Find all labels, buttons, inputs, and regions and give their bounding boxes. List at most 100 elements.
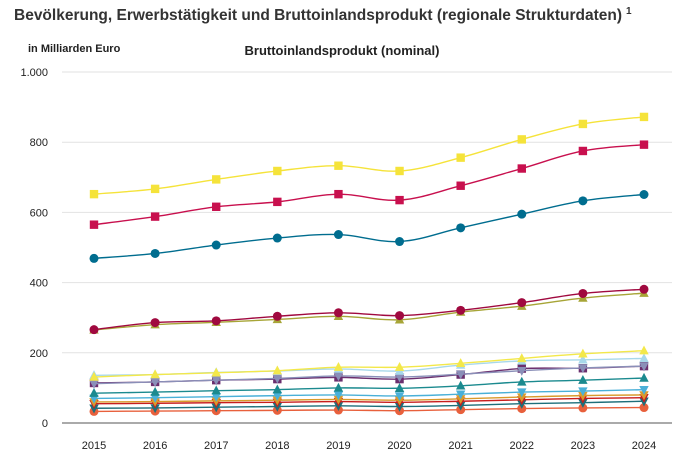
data-point bbox=[394, 392, 405, 402]
data-point bbox=[639, 353, 649, 363]
unit-label: in Milliarden Euro bbox=[28, 43, 121, 55]
data-point bbox=[211, 240, 221, 250]
title-text: Bevölkerung, Erwerbstätigkeit und Brutto… bbox=[14, 7, 623, 25]
data-point bbox=[89, 394, 99, 404]
data-point bbox=[578, 403, 588, 413]
data-point bbox=[639, 189, 649, 199]
data-point bbox=[333, 361, 344, 371]
data-point bbox=[89, 404, 99, 414]
data-point bbox=[334, 189, 343, 199]
data-point bbox=[639, 112, 649, 122]
x-tick-label: 2022 bbox=[510, 440, 534, 452]
series-line bbox=[93, 292, 645, 331]
data-point bbox=[395, 166, 404, 176]
x-tick-label: 2019 bbox=[326, 440, 350, 452]
data-point bbox=[333, 395, 344, 405]
data-point bbox=[150, 378, 160, 388]
data-point bbox=[150, 404, 160, 414]
series-line bbox=[93, 400, 645, 409]
data-point bbox=[89, 253, 99, 263]
series-line bbox=[93, 365, 645, 385]
x-tick-label: 2020 bbox=[387, 440, 411, 452]
data-point bbox=[89, 325, 99, 335]
data-point bbox=[578, 364, 588, 374]
data-point bbox=[89, 220, 99, 229]
data-point bbox=[212, 175, 221, 184]
data-point bbox=[639, 385, 649, 395]
y-tick-label: 400 bbox=[30, 278, 48, 290]
data-point bbox=[394, 383, 405, 392]
data-point bbox=[639, 284, 649, 294]
data-point bbox=[394, 361, 405, 371]
data-point bbox=[333, 372, 344, 382]
data-point bbox=[578, 196, 588, 206]
data-point bbox=[578, 387, 588, 397]
data-point bbox=[272, 311, 282, 321]
data-point bbox=[395, 195, 404, 205]
y-tick-label: 800 bbox=[30, 137, 48, 149]
data-point bbox=[455, 390, 466, 400]
x-tick-label: 2016 bbox=[143, 440, 167, 452]
y-tick-label: 600 bbox=[30, 207, 48, 219]
data-point bbox=[273, 166, 282, 176]
y-tick-label: 0 bbox=[42, 418, 48, 430]
data-point bbox=[639, 345, 649, 355]
data-point bbox=[578, 374, 588, 384]
data-point bbox=[517, 209, 527, 219]
data-point bbox=[578, 354, 588, 364]
data-point bbox=[455, 358, 466, 368]
data-point bbox=[211, 385, 221, 395]
footnote-marker: 1 bbox=[626, 6, 632, 17]
data-point bbox=[456, 305, 466, 315]
data-point bbox=[272, 384, 283, 394]
data-point bbox=[455, 370, 466, 380]
data-point bbox=[639, 140, 649, 149]
data-point bbox=[272, 233, 282, 243]
data-point bbox=[455, 395, 466, 404]
series-line bbox=[93, 388, 645, 400]
series-line bbox=[93, 377, 645, 394]
series-line bbox=[93, 349, 645, 378]
data-point bbox=[517, 393, 527, 403]
data-point bbox=[639, 391, 649, 401]
data-point bbox=[211, 316, 221, 326]
x-tick-label: 2021 bbox=[448, 440, 472, 452]
y-tick-label: 200 bbox=[30, 348, 48, 360]
page-title: Bevölkerung, Erwerbstätigkeit und Brutto… bbox=[14, 6, 632, 25]
data-point bbox=[334, 161, 343, 170]
series-line bbox=[93, 116, 645, 195]
data-point bbox=[333, 308, 343, 318]
data-point bbox=[212, 202, 221, 211]
data-point bbox=[150, 212, 160, 221]
data-point bbox=[517, 367, 527, 376]
data-point bbox=[150, 318, 160, 328]
series-line bbox=[93, 406, 645, 413]
x-tick-label: 2023 bbox=[571, 440, 595, 452]
data-point bbox=[395, 311, 405, 321]
data-point bbox=[211, 376, 221, 386]
data-point bbox=[211, 403, 221, 413]
data-point bbox=[333, 230, 343, 240]
data-point bbox=[272, 391, 283, 401]
data-point bbox=[150, 248, 160, 258]
data-point bbox=[273, 197, 282, 207]
data-point bbox=[150, 394, 160, 403]
data-point bbox=[639, 372, 649, 382]
data-point bbox=[517, 388, 527, 398]
x-tick-label: 2017 bbox=[204, 440, 228, 452]
data-point bbox=[639, 403, 649, 413]
data-point bbox=[89, 371, 99, 381]
data-point bbox=[211, 367, 221, 377]
x-tick-label: 2015 bbox=[82, 440, 106, 452]
data-point bbox=[89, 379, 99, 389]
x-tick-label: 2024 bbox=[632, 440, 656, 452]
data-point bbox=[333, 382, 344, 392]
data-point bbox=[456, 153, 465, 162]
data-point bbox=[150, 369, 160, 379]
data-point bbox=[455, 380, 466, 390]
data-point bbox=[517, 298, 527, 308]
data-point bbox=[456, 181, 465, 190]
data-point bbox=[639, 362, 649, 372]
data-point bbox=[211, 392, 221, 402]
